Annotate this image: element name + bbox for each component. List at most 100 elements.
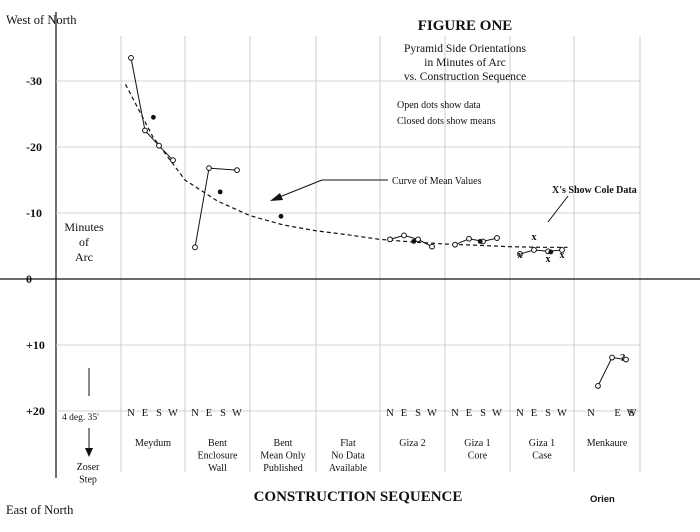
bottom-direction-label: East of North bbox=[6, 503, 74, 517]
open-data-point bbox=[170, 157, 176, 164]
mean-data-point bbox=[548, 249, 554, 255]
credit-label: Orien bbox=[590, 494, 615, 505]
side-label: E bbox=[614, 408, 620, 419]
category-label: Menkaure bbox=[587, 438, 628, 449]
side-label: S bbox=[629, 408, 635, 419]
side-label: W bbox=[168, 408, 178, 419]
curve-annotation-arrow bbox=[270, 179, 388, 201]
y-tick-label: -20 bbox=[26, 140, 42, 154]
y-tick-label: +10 bbox=[26, 338, 45, 352]
category-label: Core bbox=[468, 451, 488, 462]
category-label: Mean Only bbox=[260, 451, 305, 462]
side-label: E bbox=[206, 408, 212, 419]
category-label: Giza 1 bbox=[529, 438, 555, 449]
side-label: W bbox=[232, 408, 242, 419]
side-label: W bbox=[427, 408, 437, 419]
open-data-point bbox=[531, 247, 537, 253]
category-label: Step bbox=[79, 475, 97, 486]
y-axis-label-line-1: Minutes bbox=[64, 220, 104, 234]
open-data-point bbox=[452, 241, 458, 248]
open-data-point bbox=[466, 235, 472, 242]
mean-curve-layer bbox=[124, 84, 568, 248]
open-data-point bbox=[387, 236, 393, 243]
category-label: No Data bbox=[331, 451, 365, 462]
x-axis-label: CONSTRUCTION SEQUENCE bbox=[254, 489, 463, 505]
y-tick-label: -30 bbox=[26, 74, 42, 88]
data-connector-line bbox=[519, 249, 563, 255]
data-connector-line bbox=[130, 57, 174, 161]
side-label: N bbox=[451, 408, 459, 419]
zoser-indicator: 4 deg. 35' bbox=[62, 368, 99, 457]
y-axis-label-line-2: of bbox=[79, 235, 89, 249]
open-data-point bbox=[401, 232, 407, 239]
side-label: S bbox=[415, 408, 421, 419]
data-connector-line bbox=[389, 234, 433, 248]
category-label: Zoser bbox=[77, 462, 100, 473]
category-label: Published bbox=[263, 463, 302, 474]
category-label: Meydum bbox=[135, 438, 171, 449]
side-label: S bbox=[156, 408, 162, 419]
open-data-point bbox=[192, 244, 198, 251]
side-label: E bbox=[531, 408, 537, 419]
side-label: S bbox=[220, 408, 226, 419]
mean-data-point bbox=[151, 114, 156, 120]
mean-curve bbox=[124, 84, 568, 248]
data-layer: xx x x bbox=[128, 55, 629, 389]
data-connector-line bbox=[454, 237, 498, 246]
open-data-point bbox=[623, 356, 629, 363]
open-data-point bbox=[234, 167, 240, 174]
y-tick-label: -10 bbox=[26, 206, 42, 220]
chart-subtitle-line-3: vs. Construction Sequence bbox=[404, 71, 526, 83]
open-data-point bbox=[142, 127, 148, 134]
open-data-point bbox=[609, 354, 615, 361]
category-label: Flat bbox=[340, 438, 356, 449]
category-label: Giza 1 bbox=[464, 438, 490, 449]
open-data-point bbox=[128, 55, 134, 61]
open-data-point bbox=[206, 165, 212, 172]
menkaure-question-mark: ? bbox=[620, 352, 626, 364]
side-label: N bbox=[587, 408, 595, 419]
side-label: W bbox=[627, 408, 637, 419]
side-label: E bbox=[466, 408, 472, 419]
cole-data-point: x bbox=[560, 250, 565, 261]
side-label: N bbox=[191, 408, 199, 419]
mean-data-point bbox=[217, 189, 223, 195]
y-tick-label: 0 bbox=[26, 272, 32, 286]
cole-data-point: x bbox=[518, 250, 523, 261]
cole-data-point: x bbox=[546, 254, 551, 265]
open-data-point bbox=[156, 142, 162, 149]
category-label: Bent bbox=[274, 438, 293, 449]
open-data-point bbox=[595, 383, 601, 389]
chart-subtitle-line-2: in Minutes of Arc bbox=[424, 57, 505, 69]
chart-title: FIGURE ONE bbox=[418, 18, 513, 34]
y-axis-label-line-3: Arc bbox=[75, 250, 93, 264]
note-closed-dots: Closed dots show means bbox=[397, 116, 496, 127]
y-tick-label: +20 bbox=[26, 404, 45, 418]
category-label: Case bbox=[532, 451, 552, 462]
category-label: Giza 2 bbox=[399, 438, 425, 449]
note-open-dots: Open dots show data bbox=[397, 100, 481, 111]
category-label: Wall bbox=[208, 463, 227, 474]
data-connector-line bbox=[194, 167, 238, 248]
side-label: S bbox=[545, 408, 551, 419]
category-label: Bent bbox=[208, 438, 227, 449]
cole-annotation-arrow bbox=[547, 195, 569, 223]
zoser-offset-label: 4 deg. 35' bbox=[62, 413, 99, 423]
side-label: E bbox=[401, 408, 407, 419]
open-data-point bbox=[415, 236, 421, 243]
side-label: W bbox=[557, 408, 567, 419]
chart-subtitle-line-1: Pyramid Side Orientations bbox=[404, 43, 527, 55]
mean-data-point bbox=[477, 238, 483, 244]
curve-annotation: Curve of Mean Values bbox=[392, 176, 482, 187]
open-data-point bbox=[559, 247, 565, 253]
top-direction-label: West of North bbox=[6, 13, 77, 27]
side-label: N bbox=[516, 408, 524, 419]
category-label: Enclosure bbox=[198, 451, 239, 462]
open-data-point bbox=[494, 235, 500, 241]
side-label: N bbox=[127, 408, 135, 419]
side-label: E bbox=[142, 408, 148, 419]
mean-data-point bbox=[411, 238, 417, 244]
category-label: Available bbox=[329, 463, 368, 474]
